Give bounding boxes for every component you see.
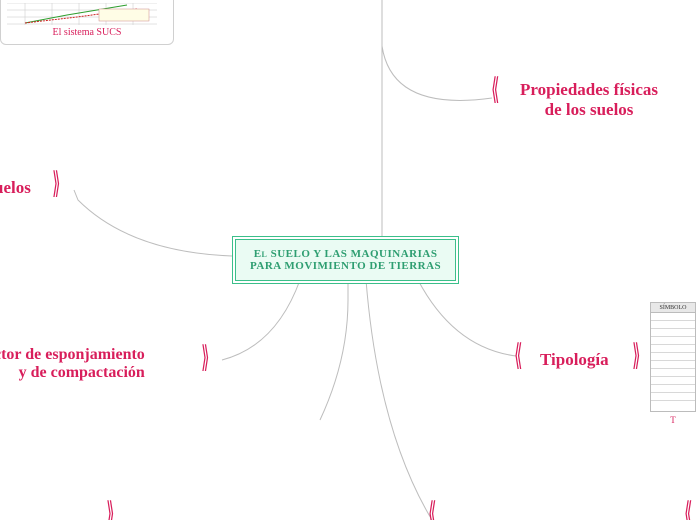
bracket-left-mid: ⟫ — [48, 172, 65, 196]
table-row — [651, 329, 695, 337]
bracket-far-right: ⟪ — [680, 502, 696, 520]
table-header: SÍMBOLO — [651, 303, 695, 313]
node-propiedades-line1: Propiedades físicas — [520, 80, 658, 100]
bracket-top-right: ⟪ — [487, 78, 504, 102]
center-node[interactable]: El SUELO Y LAS MAQUINARIAS PARA MOVIMIEN… — [232, 236, 459, 284]
edge-center-down — [320, 280, 348, 420]
bracket-bottom: ⟪ — [424, 502, 441, 520]
thumbnail-chart — [7, 3, 157, 25]
bracket-right-mid-r: ⟫ — [628, 344, 645, 368]
edge-right-mid — [418, 280, 516, 356]
table-row — [651, 321, 695, 329]
edge-left-low — [222, 280, 300, 360]
table-row — [651, 377, 695, 385]
node-esponjamiento-line1: ctor de esponjamiento — [0, 346, 145, 364]
thumbnail-table[interactable]: SÍMBOLO T — [650, 302, 696, 412]
node-tipologia[interactable]: Tipología — [540, 350, 609, 370]
table-row — [651, 353, 695, 361]
thumbnail-sucs[interactable]: El sistema SUCS — [0, 0, 174, 45]
table-row — [651, 385, 695, 393]
node-suelos[interactable]: uelos — [0, 178, 31, 198]
table-row — [651, 393, 695, 401]
center-line-1: El SUELO Y LAS MAQUINARIAS — [250, 248, 441, 260]
node-esponjamiento-line2: y de compactación — [0, 364, 145, 382]
table-row — [651, 337, 695, 345]
bracket-bottom-left: ⟫ — [102, 502, 119, 520]
bracket-right-mid-l: ⟪ — [510, 344, 527, 368]
edge-left-mid — [74, 190, 232, 256]
edge-top-right — [382, 46, 492, 100]
bracket-left-low: ⟫ — [197, 346, 214, 370]
table-row — [651, 361, 695, 369]
node-propiedades[interactable]: Propiedades físicas de los suelos — [520, 80, 658, 119]
thumbnail-caption: El sistema SUCS — [7, 27, 167, 38]
table-caption: T — [651, 415, 695, 425]
node-propiedades-line2: de los suelos — [520, 100, 658, 120]
table-row — [651, 313, 695, 321]
center-line-2: PARA MOVIMIENTO DE TIERRAS — [250, 260, 441, 272]
table-row — [651, 345, 695, 353]
mindmap-canvas: El sistema SUCS El SUELO Y LAS MAQUINARI… — [0, 0, 696, 520]
edge-bottom — [366, 280, 432, 520]
table-row — [651, 369, 695, 377]
node-esponjamiento[interactable]: ctor de esponjamiento y de compactación — [0, 346, 145, 383]
